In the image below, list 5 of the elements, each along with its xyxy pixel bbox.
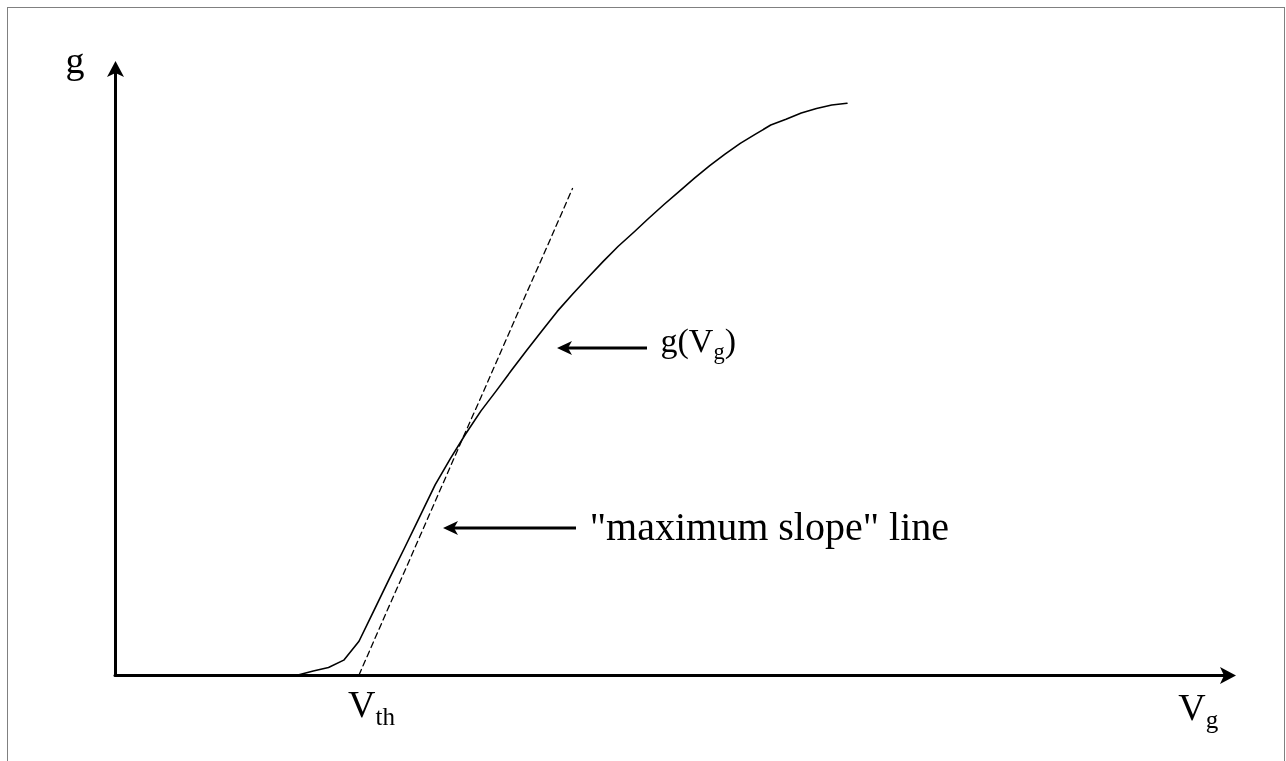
text: V$_{th}$: [348, 683, 395, 730]
annotation: g(V$_{g}$): [660, 321, 736, 364]
annotation: "maximum slope" line: [589, 503, 950, 549]
y-axis-title: g: [65, 39, 85, 82]
x-axis-title: V$_{g}$: [1178, 686, 1219, 733]
